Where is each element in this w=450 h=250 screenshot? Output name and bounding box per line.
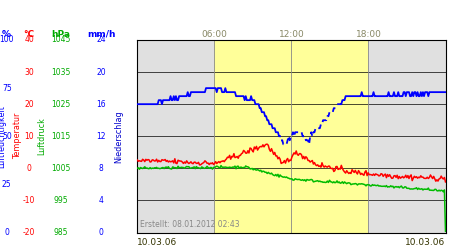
Bar xyxy=(214,40,369,232)
Text: Luftdruck: Luftdruck xyxy=(37,117,46,155)
Text: 8: 8 xyxy=(99,164,104,173)
Text: 4: 4 xyxy=(99,196,104,205)
Text: 0: 0 xyxy=(27,164,32,173)
Text: 100: 100 xyxy=(0,36,14,44)
Text: 16: 16 xyxy=(96,100,106,109)
Text: 25: 25 xyxy=(2,180,12,189)
Text: 0: 0 xyxy=(4,228,9,237)
Text: 10: 10 xyxy=(24,132,34,141)
Text: hPa: hPa xyxy=(51,30,70,39)
Text: 1005: 1005 xyxy=(51,164,71,173)
Text: 30: 30 xyxy=(24,68,34,76)
Text: Erstellt: 08.01.2012 02:43: Erstellt: 08.01.2012 02:43 xyxy=(140,220,240,229)
Text: 40: 40 xyxy=(24,36,34,44)
Text: 985: 985 xyxy=(54,228,68,237)
Text: Niederschlag: Niederschlag xyxy=(115,110,124,162)
Text: 10.03.06: 10.03.06 xyxy=(405,238,446,247)
Text: 75: 75 xyxy=(2,84,12,92)
Text: 995: 995 xyxy=(54,196,68,205)
Text: -10: -10 xyxy=(23,196,36,205)
Text: 50: 50 xyxy=(2,132,12,141)
Text: mm/h: mm/h xyxy=(87,30,116,39)
Text: Luftfeuchtigkeit: Luftfeuchtigkeit xyxy=(0,105,6,168)
Text: 1035: 1035 xyxy=(51,68,71,76)
Text: 1045: 1045 xyxy=(51,36,71,44)
Text: Temperatur: Temperatur xyxy=(13,113,22,160)
Text: %: % xyxy=(2,30,11,39)
Text: 0: 0 xyxy=(99,228,104,237)
Text: 10.03.06: 10.03.06 xyxy=(137,238,177,247)
Text: 1025: 1025 xyxy=(51,100,70,109)
Text: 24: 24 xyxy=(96,36,106,44)
Text: 20: 20 xyxy=(96,68,106,76)
Text: 12: 12 xyxy=(96,132,106,141)
Text: °C: °C xyxy=(24,30,35,39)
Text: 20: 20 xyxy=(24,100,34,109)
Text: -20: -20 xyxy=(23,228,36,237)
Text: 1015: 1015 xyxy=(51,132,70,141)
